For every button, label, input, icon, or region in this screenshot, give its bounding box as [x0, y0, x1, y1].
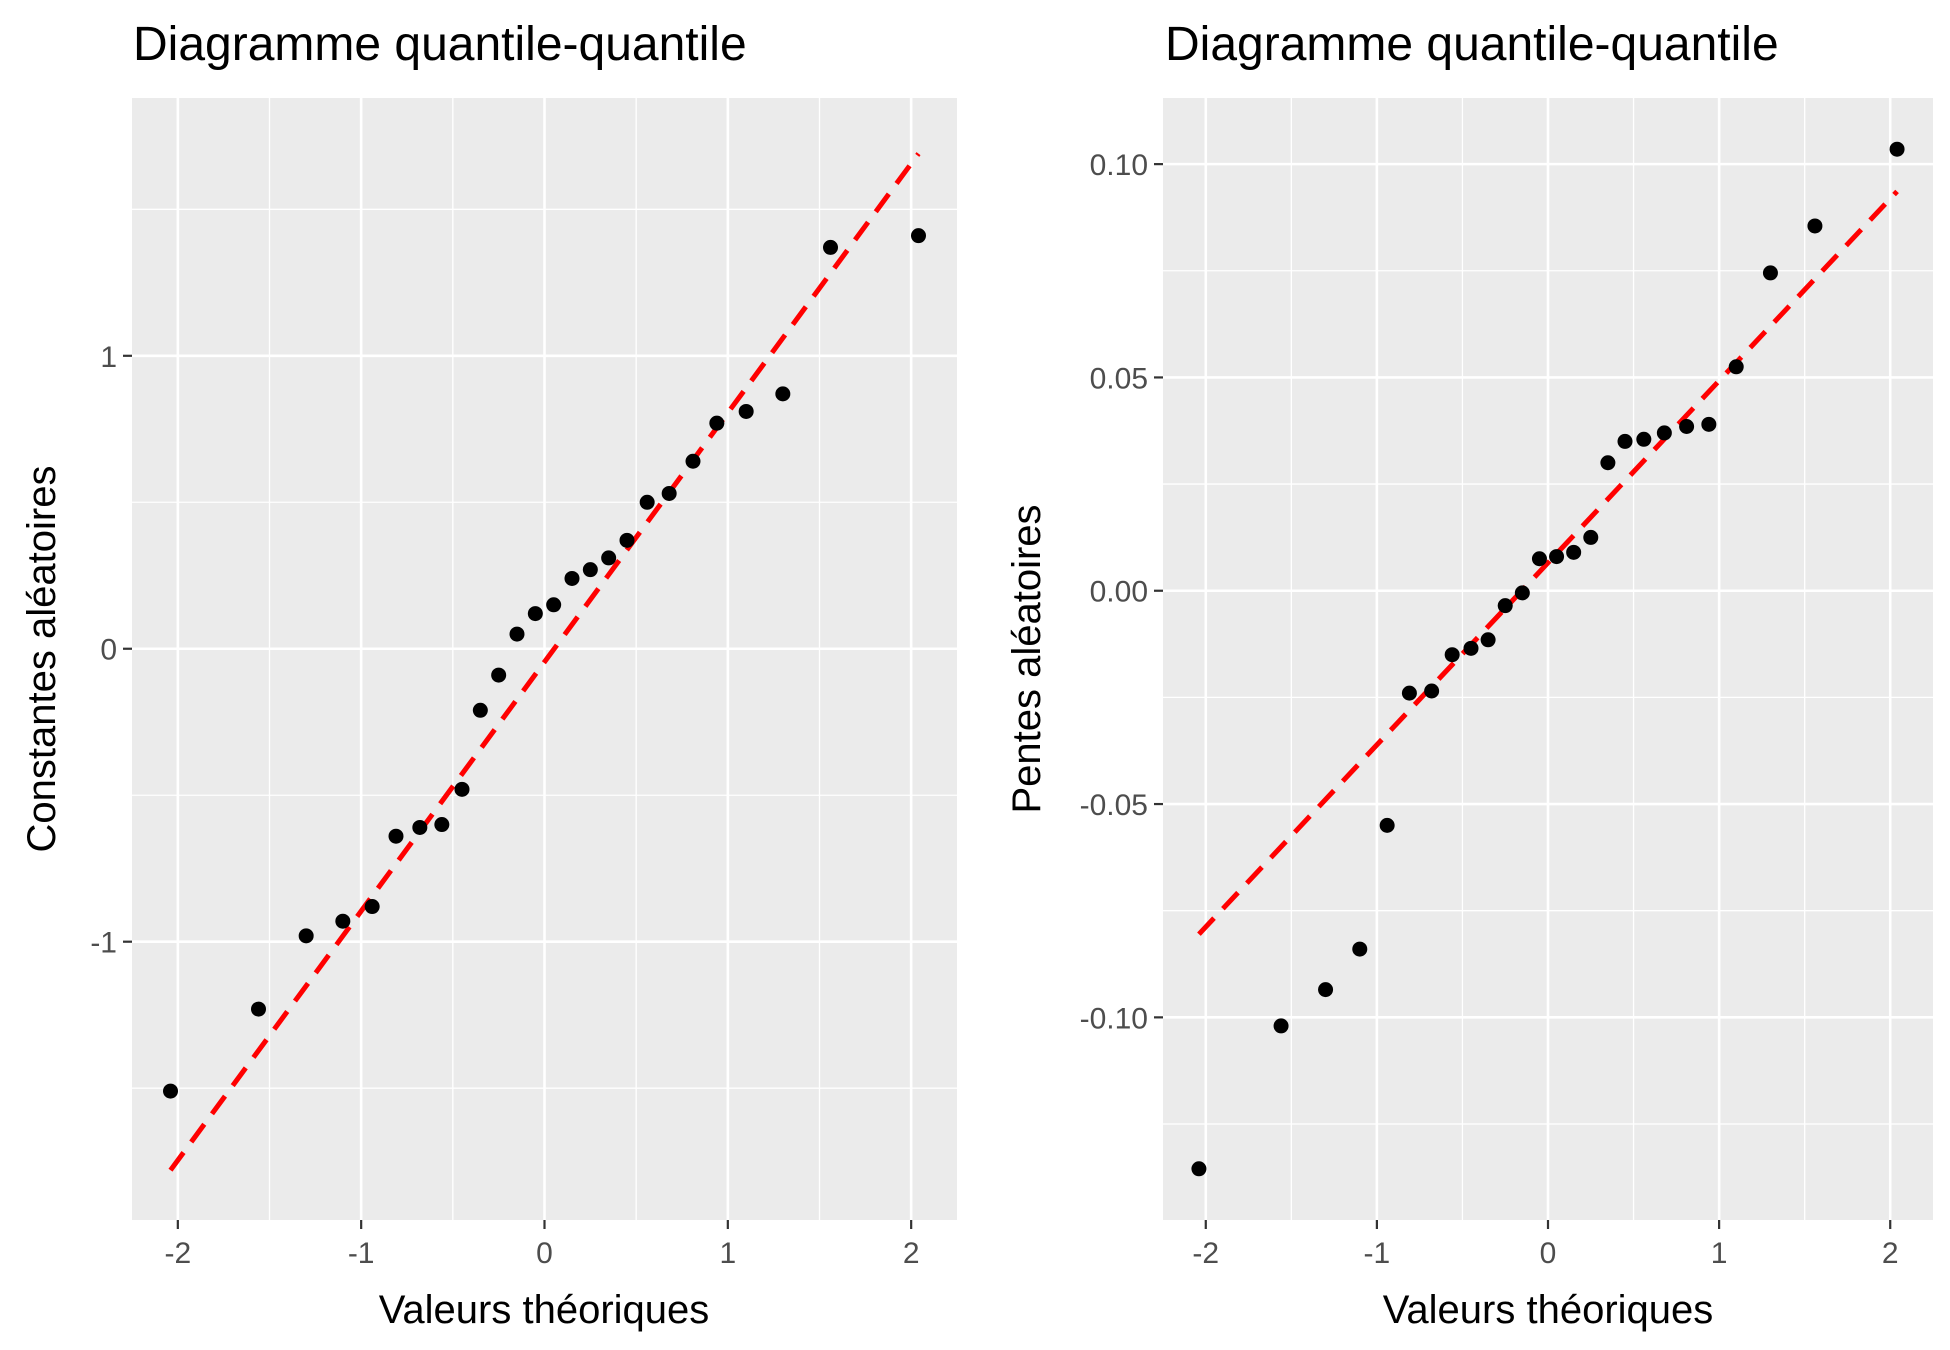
data-point [1497, 598, 1513, 614]
left-plot-x-axis-title: Valeurs théoriques [379, 1288, 710, 1332]
x-tick-label: -1 [1364, 1237, 1391, 1270]
x-tick-label: 1 [1711, 1237, 1728, 1270]
data-point [823, 239, 838, 255]
data-point [491, 667, 507, 683]
right-plot-x-axis: -2 -1 0 1 2 [1192, 1220, 1899, 1270]
data-point [298, 928, 314, 944]
data-point [1401, 685, 1417, 701]
x-tick-label: 0 [1540, 1237, 1557, 1270]
left-plot-y-axis-title: Constantes aléatoires [20, 466, 64, 853]
data-point [601, 550, 617, 566]
right-plot-y-axis-title: Pentes aléatoires [1005, 504, 1049, 813]
data-point [619, 532, 635, 548]
left-plot-x-axis: -2 -1 0 1 2 [164, 1220, 920, 1270]
left-qq-plot: Diagramme quantile-quantile -2 -1 0 1 2 -1 0 1… [20, 18, 957, 1332]
left-plot-reference [168, 152, 921, 1172]
data-point [1352, 941, 1368, 957]
data-point [1617, 433, 1633, 449]
data-point [472, 702, 488, 718]
data-point [454, 781, 470, 797]
data-point [1480, 632, 1496, 648]
data-point [1656, 425, 1672, 441]
right-plot-points [1191, 141, 1905, 1177]
x-tick-label: -2 [1192, 1237, 1219, 1270]
data-point [1807, 218, 1823, 234]
data-point [1424, 683, 1440, 699]
data-point [1463, 640, 1479, 656]
x-tick-label: -1 [348, 1237, 375, 1270]
data-point [1318, 982, 1334, 998]
x-tick-label: 1 [719, 1237, 736, 1270]
right-plot-y-axis: -0.10 -0.05 0.00 0.05 0.10 [1080, 149, 1163, 1035]
data-point [1444, 647, 1460, 663]
right-plot-grid [1163, 98, 1933, 1220]
data-point [388, 828, 404, 844]
qq-reference-line [168, 152, 921, 1172]
data-point [1566, 544, 1582, 560]
data-point [1728, 359, 1744, 375]
y-tick-label: -0.10 [1080, 1002, 1148, 1035]
data-point [1701, 416, 1717, 432]
right-plot-x-axis-title: Valeurs théoriques [1383, 1288, 1714, 1332]
data-point [1531, 551, 1547, 567]
x-tick-label: -2 [164, 1237, 191, 1270]
data-point [582, 562, 598, 578]
data-point [911, 228, 926, 244]
right-plot-reference [1197, 189, 1899, 936]
data-point [709, 415, 725, 431]
right-plot-title: Diagramme quantile-quantile [1165, 18, 1779, 71]
data-point [364, 899, 380, 915]
y-tick-label: 0 [100, 634, 117, 667]
y-tick-label: -0.05 [1080, 789, 1148, 822]
data-point [527, 606, 543, 622]
data-point [738, 403, 754, 419]
data-point [1583, 529, 1599, 545]
x-tick-label: 2 [903, 1237, 920, 1270]
data-point [251, 1001, 266, 1017]
left-plot-points [163, 228, 926, 1099]
data-point [1514, 585, 1530, 601]
data-point [1600, 455, 1616, 471]
data-point [412, 819, 428, 835]
data-point [434, 817, 450, 833]
data-point [335, 913, 351, 929]
data-point [1762, 265, 1778, 281]
data-point [509, 626, 525, 642]
y-tick-label: 0.10 [1090, 149, 1148, 182]
y-tick-label: 0.05 [1090, 362, 1148, 395]
data-point [661, 485, 677, 501]
y-tick-label: -1 [90, 927, 117, 960]
data-point [1379, 817, 1395, 833]
data-point [639, 494, 655, 510]
left-plot-y-axis: -1 0 1 [90, 341, 132, 960]
data-point [1191, 1161, 1207, 1177]
qq-reference-line [1197, 189, 1899, 936]
y-tick-label: 0.00 [1090, 576, 1148, 609]
x-tick-label: 2 [1882, 1237, 1899, 1270]
y-tick-label: 1 [100, 341, 117, 374]
data-point [564, 570, 580, 586]
data-point [163, 1083, 178, 1099]
data-point [775, 386, 791, 402]
data-point [1636, 431, 1652, 447]
data-point [546, 597, 562, 613]
right-qq-plot: Diagramme quantile-quantile -2 -1 0 1 2 -0.1… [1005, 18, 1933, 1332]
data-point [1273, 1018, 1289, 1034]
data-point [1889, 141, 1905, 157]
data-point [685, 453, 701, 469]
left-plot-title: Diagramme quantile-quantile [133, 18, 747, 71]
x-tick-label: 0 [536, 1237, 553, 1270]
data-point [1679, 418, 1695, 434]
data-point [1549, 549, 1565, 565]
